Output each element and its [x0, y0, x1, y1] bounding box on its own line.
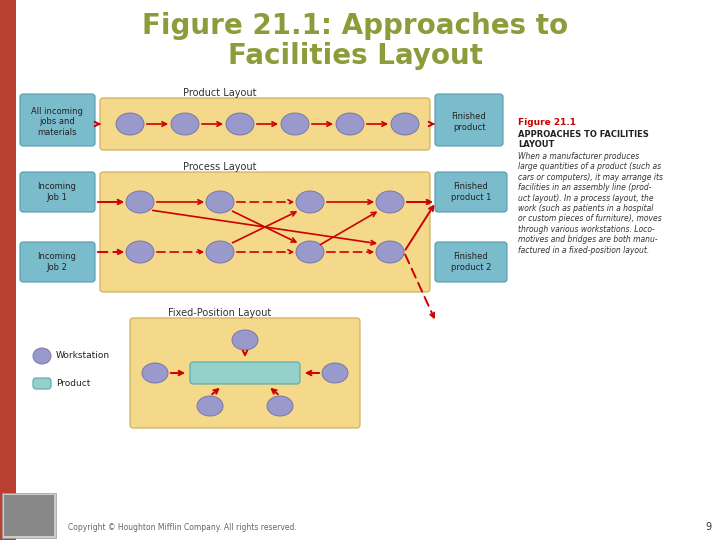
Ellipse shape: [391, 113, 419, 135]
Text: Incoming
Job 2: Incoming Job 2: [37, 252, 76, 272]
Ellipse shape: [376, 191, 404, 213]
Text: Fixed-Position Layout: Fixed-Position Layout: [168, 308, 271, 318]
FancyBboxPatch shape: [100, 172, 430, 292]
Ellipse shape: [171, 113, 199, 135]
Text: Incoming
Job 1: Incoming Job 1: [37, 183, 76, 202]
Ellipse shape: [296, 191, 324, 213]
Text: APPROACHES TO FACILITIES
LAYOUT: APPROACHES TO FACILITIES LAYOUT: [518, 130, 649, 150]
FancyBboxPatch shape: [435, 172, 507, 212]
Text: Facilities Layout: Facilities Layout: [228, 42, 482, 70]
FancyBboxPatch shape: [190, 362, 300, 384]
Ellipse shape: [142, 363, 168, 383]
Text: Product: Product: [56, 380, 91, 388]
Text: When a manufacturer produces
large quantities of a product (such as
cars or comp: When a manufacturer produces large quant…: [518, 152, 663, 254]
Ellipse shape: [116, 113, 144, 135]
FancyBboxPatch shape: [33, 378, 51, 389]
FancyBboxPatch shape: [20, 242, 95, 282]
FancyBboxPatch shape: [435, 94, 503, 146]
Text: Finished
product 1: Finished product 1: [451, 183, 491, 202]
Ellipse shape: [126, 241, 154, 263]
Ellipse shape: [281, 113, 309, 135]
Text: Process Layout: Process Layout: [184, 162, 257, 172]
FancyBboxPatch shape: [4, 495, 54, 536]
Ellipse shape: [206, 191, 234, 213]
FancyBboxPatch shape: [130, 318, 360, 428]
Ellipse shape: [336, 113, 364, 135]
Polygon shape: [0, 0, 16, 540]
Ellipse shape: [296, 241, 324, 263]
Ellipse shape: [206, 241, 234, 263]
Text: Finished
product 2: Finished product 2: [451, 252, 491, 272]
Ellipse shape: [267, 396, 293, 416]
Ellipse shape: [126, 191, 154, 213]
FancyBboxPatch shape: [20, 172, 95, 212]
FancyBboxPatch shape: [435, 242, 507, 282]
Text: All incoming
jobs and
materials: All incoming jobs and materials: [31, 107, 83, 137]
Text: Copyright © Houghton Mifflin Company. All rights reserved.: Copyright © Houghton Mifflin Company. Al…: [68, 523, 297, 532]
Ellipse shape: [33, 348, 51, 364]
FancyBboxPatch shape: [20, 94, 95, 146]
Text: Finished
product: Finished product: [451, 112, 487, 132]
Ellipse shape: [232, 330, 258, 350]
Ellipse shape: [376, 241, 404, 263]
Text: 9: 9: [706, 522, 712, 532]
FancyBboxPatch shape: [2, 493, 56, 538]
Text: Figure 21.1: Approaches to: Figure 21.1: Approaches to: [142, 12, 568, 40]
Ellipse shape: [226, 113, 254, 135]
Text: Figure 21.1: Figure 21.1: [518, 118, 576, 127]
FancyBboxPatch shape: [100, 98, 430, 150]
Text: Workstation: Workstation: [56, 352, 110, 361]
Ellipse shape: [197, 396, 223, 416]
Ellipse shape: [322, 363, 348, 383]
Text: Product Layout: Product Layout: [184, 88, 257, 98]
